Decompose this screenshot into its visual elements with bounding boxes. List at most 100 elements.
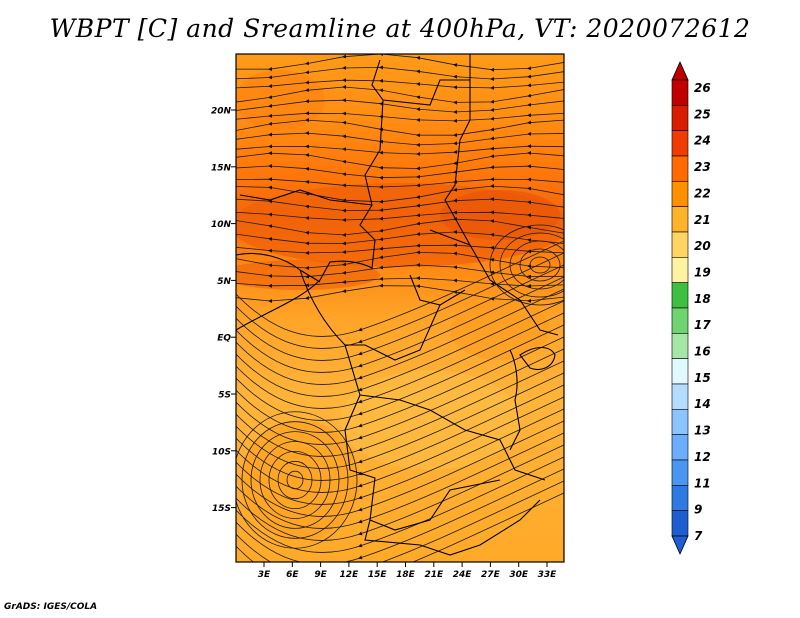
colorbar-swatch (671, 79, 689, 106)
colorbar-swatch (671, 257, 689, 283)
streamline (236, 197, 564, 213)
streamline (499, 232, 564, 298)
streamline (236, 348, 564, 445)
colorbar-swatch (671, 409, 689, 435)
streamline (236, 312, 564, 409)
streamline (236, 456, 564, 553)
colorbar-label: 7 (694, 529, 703, 543)
streamline (236, 252, 564, 349)
colorbar-label: 18 (694, 292, 711, 306)
colorbar-label: 11 (694, 476, 711, 490)
colorbar-label: 14 (694, 397, 711, 411)
colorbar-label: 9 (694, 503, 702, 517)
colorbar-label: 20 (694, 239, 711, 253)
lon-label: 6E (286, 570, 299, 580)
streamline (277, 460, 313, 500)
lon-label: 18E (396, 570, 416, 580)
lat-label: 5N (217, 277, 231, 287)
colorbar-swatch (671, 358, 689, 385)
streamline (519, 248, 561, 282)
streamline (236, 336, 564, 433)
streamline (236, 372, 564, 469)
colorbar-top-arrow (671, 61, 689, 81)
streamline (529, 256, 551, 274)
colorbar-label: 24 (694, 134, 711, 148)
map-title: WBPT [C] and Sreamline at 400hPa, VT: 20… (49, 14, 751, 43)
lat-label: 10S (212, 447, 231, 457)
colorbar-swatch (671, 307, 689, 334)
colorbar-label: 15 (694, 371, 711, 385)
streamline (236, 98, 564, 115)
colorbar-label: 21 (694, 213, 711, 227)
streamline (236, 420, 564, 517)
colorbar-label: 22 (694, 186, 711, 200)
streamline (236, 264, 564, 361)
colorbar-label: 13 (694, 424, 711, 438)
lon-label: 30E (509, 570, 529, 580)
colorbar-bottom-arrow (671, 535, 689, 555)
lon-label: 15E (368, 570, 388, 580)
latitude-labels: 20N 15N 10N 5N EQ 5S 10S 15S (211, 107, 236, 514)
longitude-labels: 3E 6E 9E 12E 15E 18E 21E 24E 27E 30E 33E (258, 562, 557, 580)
colorbar-swatch (671, 434, 689, 461)
colorbar-swatch (671, 181, 689, 207)
streamline (236, 360, 564, 457)
lon-label: 27E (481, 570, 501, 580)
colorbar-label: 12 (694, 450, 711, 464)
streamline (236, 492, 564, 562)
colorbar-swatch (671, 155, 689, 182)
colorbar-swatch (671, 231, 689, 258)
colorbar-label: 23 (694, 160, 711, 174)
lat-label: 5S (218, 391, 231, 401)
lat-label: 10N (211, 220, 232, 230)
streamline (236, 396, 564, 493)
colorbar-swatch (671, 130, 689, 157)
colorbar-label: 17 (694, 318, 711, 332)
streamline (236, 411, 358, 549)
colorbar-label: 16 (694, 345, 711, 359)
lon-label: 33E (538, 570, 558, 580)
streamline (236, 288, 564, 385)
colorbar-swatch (671, 459, 689, 486)
streamline (236, 240, 564, 337)
streamline (236, 300, 564, 397)
colorbar-swatch (671, 510, 689, 537)
country-borders (236, 54, 559, 556)
streamline (236, 164, 564, 180)
streamline (236, 324, 564, 421)
colorbar-swatch (671, 206, 689, 233)
streamline (236, 65, 564, 82)
streamline (250, 431, 340, 529)
streamline (509, 240, 564, 290)
lat-label: 15S (212, 504, 231, 514)
streamline (236, 468, 564, 562)
streamline (236, 444, 564, 541)
lon-label: 24E (453, 570, 473, 580)
lon-label: 9E (314, 570, 327, 580)
lat-label: 20N (211, 107, 232, 117)
grads-credit: GrADS: IGES/COLA (4, 602, 98, 612)
streamline (286, 470, 304, 490)
colorbar-label: 25 (694, 107, 711, 121)
colorbar-swatch (671, 485, 689, 511)
streamline (268, 451, 322, 509)
colorbar-swatch (671, 282, 689, 309)
streamline (241, 421, 349, 539)
streamline (236, 84, 564, 105)
lon-label: 21E (424, 570, 444, 580)
lat-label: EQ (217, 334, 231, 344)
colorbar-swatch (671, 333, 689, 359)
streamline (259, 441, 331, 519)
streamline (236, 432, 564, 529)
streamline (236, 78, 564, 90)
colorbar-label: 19 (694, 265, 711, 279)
lat-label: 15N (211, 163, 232, 173)
temperature-field (236, 54, 564, 562)
streamline (236, 384, 564, 481)
lon-label: 12E (340, 570, 360, 580)
streamline (489, 224, 564, 306)
lon-label: 3E (258, 570, 271, 580)
streamline (236, 276, 564, 373)
colorbar-swatch (671, 105, 689, 131)
streamline (236, 210, 564, 223)
